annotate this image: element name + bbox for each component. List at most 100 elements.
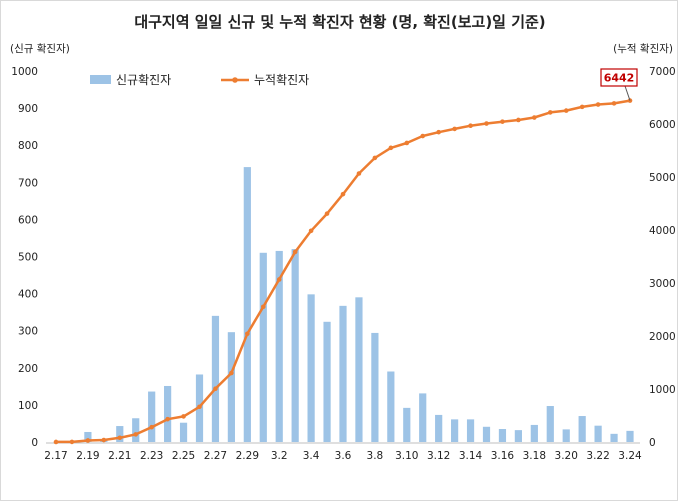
cumulative-point: [149, 424, 154, 430]
x-tick-label: 2.19: [76, 450, 99, 462]
bar-new-cases: [339, 305, 347, 442]
cumulative-point: [356, 171, 362, 176]
x-tick-label: 3.14: [459, 450, 483, 462]
x-tick-label: 2.25: [172, 450, 195, 462]
bar-new-cases: [227, 332, 235, 442]
cumulative-point: [292, 249, 298, 255]
x-tick-label: 2.27: [204, 450, 227, 462]
bar-new-cases: [466, 419, 475, 442]
cumulative-point: [53, 439, 59, 445]
bar-new-cases: [243, 167, 251, 443]
x-tick-label: 2.17: [44, 450, 67, 462]
bar-new-cases: [387, 371, 395, 442]
cumulative-point: [516, 117, 521, 123]
bar-new-cases: [323, 321, 331, 442]
x-tick-label: 2.21: [108, 450, 131, 462]
bar-new-cases: [530, 424, 538, 442]
cumulative-point: [213, 386, 218, 392]
x-tick-label: 3.16: [491, 450, 515, 462]
cumulative-point: [372, 155, 378, 161]
line-series-cumulative-cases: [53, 98, 633, 445]
cumulative-point: [484, 121, 489, 126]
bar-new-cases: [211, 315, 220, 442]
cumulative-point: [245, 331, 250, 337]
cumulative-point: [85, 438, 91, 443]
bar-new-cases: [132, 418, 140, 442]
y-right-tick-label: 5000: [649, 172, 676, 184]
callout-leader: [624, 85, 631, 101]
x-tick-label: 3.12: [427, 450, 450, 462]
legend-swatch-new-cases: [90, 75, 111, 84]
y-left-tick-label: 800: [18, 140, 38, 152]
bar-new-cases: [562, 429, 570, 442]
cumulative-point: [452, 126, 457, 132]
bar-new-cases: [435, 414, 443, 442]
x-tick-label: 3.2: [271, 450, 288, 462]
right-axis-unit-label: (누적 확진자): [613, 42, 673, 55]
chart-title: 대구지역 일일 신규 및 누적 확진자 현황 (명, 확진(보고)일 기준): [134, 13, 545, 31]
y-left-tick-label: 400: [18, 289, 38, 301]
cumulative-point: [404, 140, 410, 146]
cumulative-point: [165, 416, 170, 422]
legend-marker-cumulative: [232, 77, 238, 83]
x-tick-label: 3.20: [555, 450, 578, 462]
y-left-tick-label: 100: [18, 400, 38, 412]
cumulative-point: [563, 108, 569, 113]
bar-new-cases: [371, 332, 379, 442]
bar-new-cases: [116, 426, 124, 442]
cumulative-point: [532, 115, 537, 120]
cumulative-point: [133, 432, 139, 437]
cumulative-point: [181, 414, 186, 419]
bar-new-cases: [84, 431, 92, 442]
cumulative-point: [595, 102, 601, 107]
x-tick-label: 3.8: [367, 450, 384, 462]
cumulative-point: [69, 439, 75, 445]
bar-new-cases: [626, 430, 634, 442]
bar-new-cases: [546, 406, 554, 442]
bar-new-cases: [419, 393, 427, 442]
cumulative-point: [324, 211, 330, 216]
legend-label-cumulative: 누적확진자: [254, 73, 309, 87]
y-left-tick-label: 700: [18, 177, 38, 189]
x-axis: 2.17 2.19 2.21 2.23 2.25 2.27 2.29 3.2 3.4 3.6 3.8…: [44, 442, 642, 462]
y-left-tick-label: 0: [31, 437, 38, 449]
cumulative-point: [229, 370, 234, 376]
cumulative-point: [308, 228, 314, 234]
bar-new-cases: [498, 429, 507, 442]
bar-new-cases: [610, 433, 618, 442]
legend-label-new-cases: 신규확진자: [116, 73, 171, 87]
legend: 신규확진자 누적확진자: [90, 73, 309, 87]
cumulative-point: [611, 101, 617, 106]
bar-new-cases: [514, 430, 522, 442]
bar-new-cases: [148, 391, 156, 442]
y-right-tick-label: 7000: [649, 66, 676, 78]
bar-new-cases: [179, 422, 188, 442]
bar-new-cases: [578, 416, 586, 442]
cumulative-point: [260, 304, 266, 310]
cumulative-point: [500, 119, 505, 124]
bar-new-cases: [594, 425, 602, 442]
cumulative-point: [420, 133, 426, 139]
y-left-tick-label: 600: [18, 214, 38, 226]
cumulative-point: [197, 404, 202, 410]
cumulative-point: [547, 110, 553, 115]
cumulative-point: [101, 437, 107, 443]
bar-new-cases: [291, 249, 299, 442]
bar-new-cases: [355, 297, 363, 442]
x-tick-label: 3.22: [586, 450, 609, 462]
cumulative-point: [388, 145, 394, 151]
x-tick-label: 3.24: [618, 450, 642, 462]
bar-new-cases: [482, 426, 491, 442]
x-tick-label: 2.23: [140, 450, 163, 462]
y-right-tick-label: 1000: [649, 384, 676, 396]
cumulative-point: [468, 123, 473, 128]
y-right-tick-label: 0: [649, 437, 656, 449]
y-right-tick-label: 4000: [649, 225, 676, 237]
x-tick-label: 3.6: [335, 450, 352, 462]
bar-new-cases: [403, 407, 411, 442]
bar-new-cases: [259, 252, 267, 442]
bar-new-cases: [451, 419, 459, 442]
cumulative-point: [276, 277, 282, 282]
